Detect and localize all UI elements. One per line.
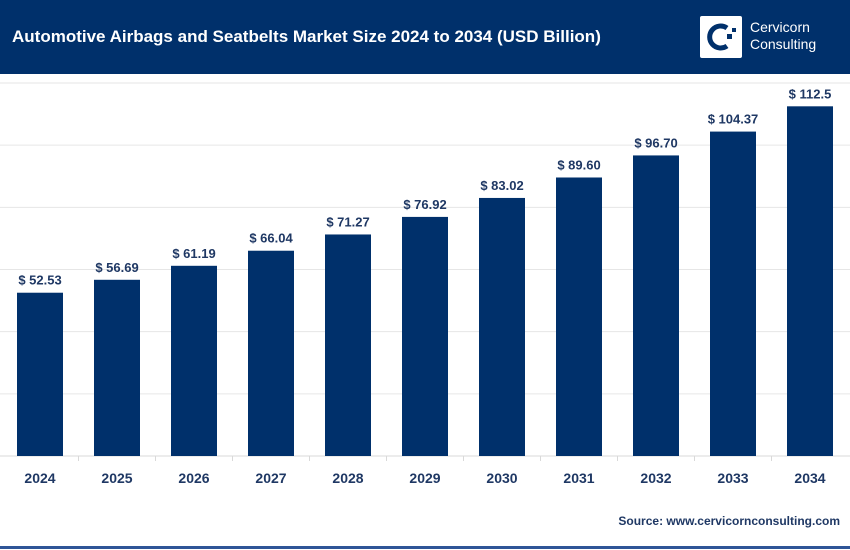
header-banner: Automotive Airbags and Seatbelts Market … — [0, 0, 850, 74]
bar-2026 — [171, 265, 217, 456]
bar-2034 — [787, 106, 833, 456]
x-tick-label-2026: 2026 — [178, 470, 209, 486]
x-tick-label-2030: 2030 — [486, 470, 517, 486]
x-tick-label-2025: 2025 — [101, 470, 132, 486]
cervicorn-logo-icon — [700, 16, 742, 58]
x-tick-label-2033: 2033 — [717, 470, 748, 486]
data-label-2024: $ 52.53 — [18, 273, 61, 288]
data-label-2028: $ 71.27 — [326, 214, 369, 229]
logo-text-line2: Consulting — [750, 36, 817, 52]
logo-text-line1: Cervicorn — [750, 19, 810, 35]
source-text: Source: www.cervicornconsulting.com — [618, 514, 840, 528]
bar-chart: $ 52.53 2024 $ 56.69 2025 $ 61.19 2026 $ 66.04… — [0, 82, 850, 486]
bar-2032 — [633, 155, 679, 456]
bar-2031 — [556, 177, 602, 456]
x-tick-label-2032: 2032 — [640, 470, 671, 486]
bar-2030 — [479, 197, 525, 456]
x-tick-label-2029: 2029 — [409, 470, 440, 486]
data-label-2031: $ 89.60 — [557, 157, 600, 172]
data-label-2027: $ 66.04 — [249, 231, 293, 246]
bar-2024 — [17, 292, 63, 456]
x-tick-label-2034: 2034 — [794, 470, 825, 486]
x-tick-label-2031: 2031 — [563, 470, 594, 486]
data-label-2034: $ 112.5 — [789, 86, 832, 101]
logo-text: Cervicorn Consulting — [750, 19, 816, 53]
bar-2027 — [248, 250, 294, 456]
bar-2028 — [325, 234, 371, 456]
bar-2029 — [402, 216, 448, 456]
bar-2033 — [710, 131, 756, 456]
data-label-2033: $ 104.37 — [708, 112, 759, 127]
data-label-2029: $ 76.92 — [403, 197, 446, 212]
data-label-2025: $ 56.69 — [95, 260, 138, 275]
data-label-2030: $ 83.02 — [480, 178, 523, 193]
x-tick-label-2024: 2024 — [24, 470, 55, 486]
bar-2025 — [94, 279, 140, 456]
data-label-2026: $ 61.19 — [172, 246, 215, 261]
chart-title: Automotive Airbags and Seatbelts Market … — [12, 27, 601, 46]
bottom-divider — [0, 546, 850, 549]
x-tick-label-2027: 2027 — [255, 470, 286, 486]
data-label-2032: $ 96.70 — [634, 135, 677, 150]
x-tick-label-2028: 2028 — [332, 470, 363, 486]
